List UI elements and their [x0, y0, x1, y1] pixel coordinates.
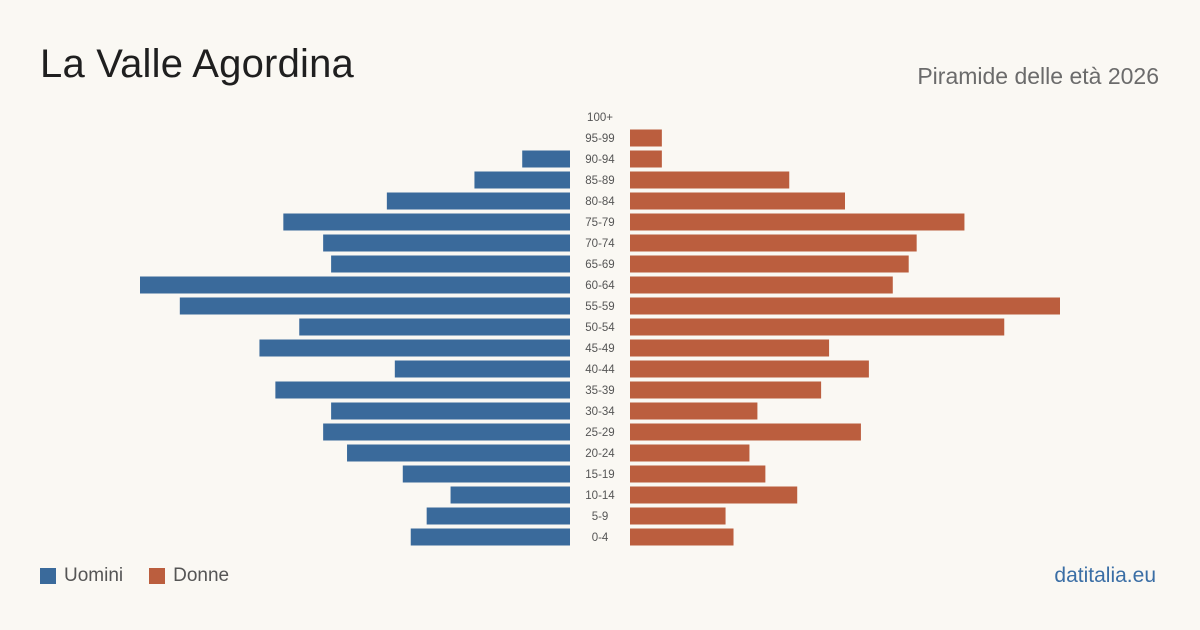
legend-item-donne: Donne	[149, 565, 229, 587]
bar-uomini-5-9	[426, 507, 570, 525]
age-label-85-89: 85-89	[585, 175, 614, 187]
brand-link[interactable]: datitalia.eu	[1054, 564, 1156, 587]
age-label-60-64: 60-64	[585, 280, 615, 292]
bar-uomini-0-4	[410, 528, 570, 546]
age-label-25-29: 25-29	[585, 427, 614, 439]
legend-item-uomini: Uomini	[40, 565, 123, 587]
bar-donne-25-29	[630, 423, 861, 441]
bar-donne-15-19	[630, 465, 766, 483]
bar-uomini-85-89	[474, 171, 570, 189]
bar-donne-0-4	[630, 528, 734, 546]
chart-subtitle: Piramide delle età 2026	[917, 63, 1159, 89]
bar-uomini-80-84	[386, 192, 570, 210]
bar-donne-35-39	[630, 381, 822, 399]
legend-swatch-donne	[149, 568, 166, 584]
bar-uomini-65-69	[331, 255, 570, 273]
legend-swatch-uomini	[40, 568, 56, 584]
bar-donne-30-34	[630, 402, 758, 420]
bar-donne-50-54	[630, 318, 1005, 336]
age-label-35-39: 35-39	[585, 385, 614, 397]
bar-donne-80-84	[630, 192, 845, 210]
bar-uomini-90-94	[522, 150, 570, 168]
bar-donne-55-59	[630, 297, 1060, 315]
bar-uomini-55-59	[179, 297, 570, 315]
bar-uomini-75-79	[283, 213, 570, 231]
age-label-70-74: 70-74	[585, 238, 615, 250]
bar-uomini-45-49	[259, 339, 570, 357]
bar-uomini-15-19	[402, 465, 570, 483]
age-label-55-59: 55-59	[585, 301, 614, 313]
bar-donne-40-44	[630, 360, 869, 378]
age-label-75-79: 75-79	[585, 217, 614, 229]
bar-uomini-70-74	[323, 234, 570, 252]
bar-uomini-10-14	[450, 486, 570, 504]
age-label-45-49: 45-49	[585, 343, 614, 355]
bar-donne-70-74	[630, 234, 917, 252]
bar-uomini-40-44	[394, 360, 570, 378]
bar-donne-5-9	[630, 507, 726, 525]
bar-donne-60-64	[630, 276, 893, 294]
bar-donne-45-49	[630, 339, 830, 357]
age-label-20-24: 20-24	[585, 448, 615, 460]
age-label-95-99: 95-99	[585, 133, 614, 145]
bar-donne-10-14	[630, 486, 798, 504]
age-label-0-4: 0-4	[592, 532, 609, 544]
legend-label-uomini: Uomini	[64, 565, 124, 586]
age-label-40-44: 40-44	[585, 364, 615, 376]
bar-donne-20-24	[630, 444, 750, 462]
bar-donne-95-99	[630, 129, 662, 147]
bar-uomini-20-24	[347, 444, 570, 462]
bar-donne-85-89	[630, 171, 790, 189]
legend: Uomini Donne	[40, 565, 255, 587]
bar-uomini-60-64	[140, 276, 570, 294]
age-label-65-69: 65-69	[585, 259, 614, 271]
legend-label-donne: Donne	[173, 565, 230, 586]
age-label-15-19: 15-19	[585, 469, 614, 481]
bar-uomini-25-29	[323, 423, 570, 441]
bar-donne-90-94	[630, 150, 662, 168]
age-label-5-9: 5-9	[592, 511, 609, 523]
chart-title: La Valle Agordina	[40, 42, 355, 86]
bar-uomini-35-39	[275, 381, 570, 399]
age-label-30-34: 30-34	[585, 406, 615, 418]
age-label-100plus: 100+	[587, 112, 613, 124]
age-label-90-94: 90-94	[585, 154, 615, 166]
age-label-10-14: 10-14	[585, 490, 615, 502]
bar-uomini-30-34	[331, 402, 570, 420]
bar-donne-75-79	[630, 213, 965, 231]
bar-donne-65-69	[630, 255, 909, 273]
age-label-50-54: 50-54	[585, 322, 615, 334]
age-label-80-84: 80-84	[585, 196, 615, 208]
bar-uomini-50-54	[299, 318, 570, 336]
